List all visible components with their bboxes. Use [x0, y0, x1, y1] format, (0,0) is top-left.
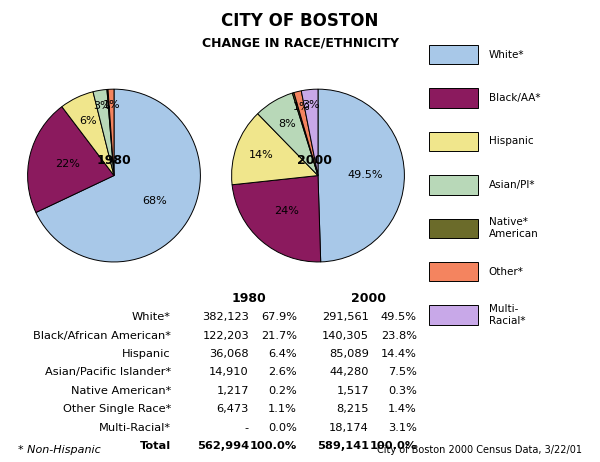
Text: 100.0%: 100.0%	[370, 441, 417, 451]
Wedge shape	[301, 89, 318, 176]
Text: 68%: 68%	[142, 196, 167, 206]
Text: -: -	[245, 423, 249, 433]
Text: 8%: 8%	[278, 119, 296, 128]
Text: Other*: Other*	[488, 267, 524, 277]
Text: Hispanic: Hispanic	[488, 136, 533, 146]
Text: 1.1%: 1.1%	[268, 404, 297, 414]
Text: 382,123: 382,123	[202, 312, 249, 322]
Text: 49.5%: 49.5%	[381, 312, 417, 322]
Text: 1980: 1980	[97, 154, 131, 167]
Text: 562,994: 562,994	[197, 441, 249, 451]
Text: 24%: 24%	[274, 207, 299, 216]
Text: 14,910: 14,910	[209, 367, 249, 377]
Text: 1,517: 1,517	[337, 386, 369, 396]
Text: Black/AA*: Black/AA*	[488, 93, 540, 103]
Text: 36,068: 36,068	[209, 349, 249, 359]
Wedge shape	[36, 89, 200, 262]
Text: 122,203: 122,203	[202, 331, 249, 340]
Text: 14%: 14%	[249, 150, 274, 160]
Wedge shape	[62, 92, 114, 176]
Text: Hispanic: Hispanic	[122, 349, 171, 359]
Text: 6%: 6%	[79, 116, 97, 126]
Text: CHANGE IN RACE/ETHNICITY: CHANGE IN RACE/ETHNICITY	[202, 37, 398, 50]
Text: 6,473: 6,473	[217, 404, 249, 414]
Wedge shape	[108, 89, 114, 176]
Text: 0.3%: 0.3%	[388, 386, 417, 396]
FancyBboxPatch shape	[430, 175, 478, 195]
Wedge shape	[93, 90, 114, 176]
Text: Asian/Pacific Islander*: Asian/Pacific Islander*	[45, 367, 171, 377]
Text: Native*
American: Native* American	[488, 218, 538, 239]
Text: 7.5%: 7.5%	[388, 367, 417, 377]
Text: 1.4%: 1.4%	[388, 404, 417, 414]
Wedge shape	[232, 114, 318, 185]
Wedge shape	[232, 176, 321, 262]
Text: 100.0%: 100.0%	[250, 441, 297, 451]
Text: 3.1%: 3.1%	[388, 423, 417, 433]
Text: Black/African American*: Black/African American*	[33, 331, 171, 340]
Wedge shape	[107, 89, 114, 176]
Text: White*: White*	[488, 49, 524, 60]
Text: 3%: 3%	[302, 100, 320, 110]
Text: 2000: 2000	[352, 292, 386, 305]
Text: 1%: 1%	[103, 100, 121, 110]
Text: 14.4%: 14.4%	[381, 349, 417, 359]
FancyBboxPatch shape	[430, 219, 478, 238]
FancyBboxPatch shape	[430, 45, 478, 64]
Text: 2.6%: 2.6%	[268, 367, 297, 377]
FancyBboxPatch shape	[430, 132, 478, 151]
Wedge shape	[257, 93, 318, 176]
Text: 3%: 3%	[94, 101, 111, 111]
Text: 140,305: 140,305	[322, 331, 369, 340]
FancyBboxPatch shape	[430, 305, 478, 325]
Text: 23.8%: 23.8%	[381, 331, 417, 340]
Text: 49.5%: 49.5%	[348, 170, 383, 180]
Text: City of Boston 2000 Census Data, 3/22/01: City of Boston 2000 Census Data, 3/22/01	[377, 445, 582, 455]
Text: 22%: 22%	[55, 159, 80, 169]
Text: 291,561: 291,561	[322, 312, 369, 322]
Text: CITY OF BOSTON: CITY OF BOSTON	[221, 12, 379, 30]
Text: 85,089: 85,089	[329, 349, 369, 359]
Text: Multi-Racial*: Multi-Racial*	[99, 423, 171, 433]
Wedge shape	[294, 91, 318, 176]
Text: Other Single Race*: Other Single Race*	[63, 404, 171, 414]
Text: Total: Total	[140, 441, 171, 451]
Text: 0.2%: 0.2%	[268, 386, 297, 396]
FancyBboxPatch shape	[430, 262, 478, 281]
FancyBboxPatch shape	[430, 88, 478, 108]
Text: Asian/PI*: Asian/PI*	[488, 180, 535, 190]
Wedge shape	[318, 89, 404, 262]
Wedge shape	[292, 92, 318, 176]
Text: 1%: 1%	[292, 102, 310, 112]
Text: 21.7%: 21.7%	[261, 331, 297, 340]
Wedge shape	[28, 107, 114, 213]
Text: 8,215: 8,215	[337, 404, 369, 414]
Text: 44,280: 44,280	[329, 367, 369, 377]
Text: 2000: 2000	[298, 154, 332, 167]
Text: Native American*: Native American*	[71, 386, 171, 396]
Text: 18,174: 18,174	[329, 423, 369, 433]
Text: 0.0%: 0.0%	[268, 423, 297, 433]
Text: 1980: 1980	[232, 292, 266, 305]
Text: * Non-Hispanic: * Non-Hispanic	[18, 445, 101, 455]
Text: 1,217: 1,217	[217, 386, 249, 396]
Text: 589,141: 589,141	[317, 441, 369, 451]
Text: 67.9%: 67.9%	[261, 312, 297, 322]
Text: Multi-
Racial*: Multi- Racial*	[488, 304, 525, 326]
Text: 6.4%: 6.4%	[268, 349, 297, 359]
Text: White*: White*	[132, 312, 171, 322]
